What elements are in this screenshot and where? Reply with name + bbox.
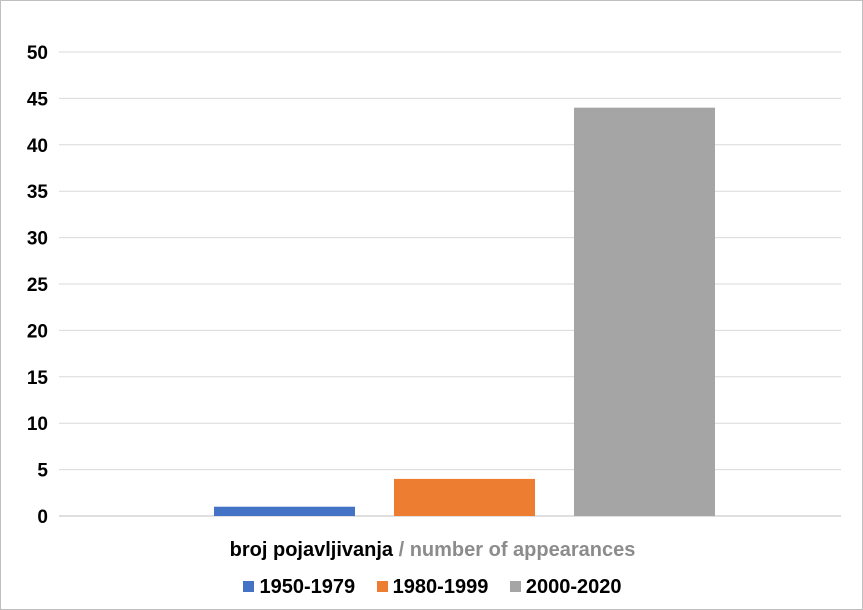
y-tick-label: 10 [27, 414, 48, 435]
legend-item-1980-1999: 1980-1999 [376, 576, 489, 599]
legend-swatch [376, 581, 388, 592]
x-axis-label: broj pojavljivanja / number of appearanc… [1, 539, 863, 562]
legend-item-1950-1979: 1950-1979 [243, 576, 355, 599]
y-axis-ticks: 0 5 10 15 20 25 30 35 40 45 50 [27, 43, 49, 528]
bar-2000-2020 [574, 107, 715, 517]
legend-label: 1980-1999 [392, 576, 489, 598]
legend-label: 2000-2020 [525, 576, 622, 598]
legend-item-2000-2020: 2000-2020 [509, 576, 622, 599]
y-tick-label: 30 [27, 229, 48, 250]
legend-swatch [243, 581, 255, 592]
y-tick-label: 40 [27, 136, 48, 157]
legend-label: 1950-1979 [259, 576, 356, 598]
y-tick-label: 20 [27, 321, 48, 342]
x-axis-label-primary: broj pojavljivanja [229, 539, 394, 561]
legend: 1950-1979 1980-1999 2000-2020 [1, 576, 863, 599]
y-tick-label: 35 [27, 182, 49, 203]
bar-chart: 0 5 10 15 20 25 30 35 40 45 50 [27, 43, 841, 528]
gridlines [59, 51, 841, 517]
y-tick-label: 0 [37, 507, 48, 528]
bar-1950-1979 [214, 506, 355, 516]
x-axis-label-secondary: / number of appearances [398, 539, 636, 561]
y-tick-label: 15 [27, 368, 49, 389]
legend-swatch [509, 581, 521, 592]
y-tick-label: 5 [37, 461, 48, 482]
bar-1980-1999 [394, 478, 535, 516]
bars [214, 107, 715, 517]
y-tick-label: 25 [27, 275, 49, 296]
y-tick-label: 45 [27, 89, 49, 110]
y-tick-label: 50 [27, 43, 48, 64]
